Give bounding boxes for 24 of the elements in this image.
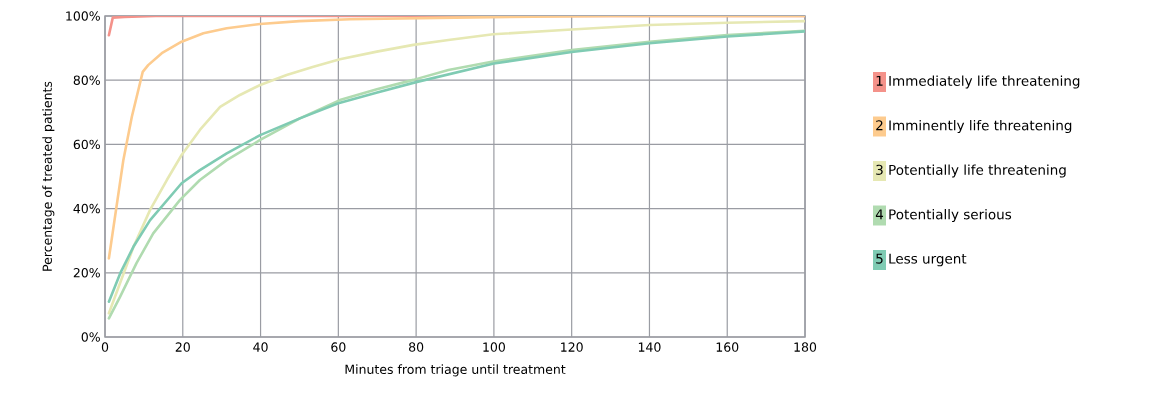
text: 4 Potentially serious: [875, 208, 1012, 223]
x-tick-label: 140: [638, 342, 661, 352]
y-axis-title: Percentage of treated patients: [42, 81, 55, 271]
x-tick-label: 80: [409, 342, 424, 352]
text: 5 Less urgent: [876, 253, 967, 267]
text: 2 Imminently life threatening: [876, 119, 1072, 134]
y-tick-label: 80%: [73, 75, 100, 85]
x-tick-label: 20: [175, 342, 190, 352]
y-tick-label: 40%: [73, 203, 100, 214]
x-tick-label: 180: [794, 342, 817, 352]
y-tick-label: 0%: [81, 332, 100, 342]
y-tick-label: 100%: [66, 11, 100, 21]
x-tick-label: 120: [561, 342, 583, 352]
x-tick-label: 60: [331, 342, 346, 352]
text: 3 Potentially life threatening: [876, 164, 1066, 178]
line-series: [107, 16, 806, 260]
y-tick-label: 20%: [73, 268, 100, 278]
x-tick-label: 100: [483, 342, 505, 352]
x-tick-label: 160: [716, 342, 739, 352]
y-tick-label: 60%: [73, 139, 100, 150]
x-axis-title: Minutes from triage until treatment: [345, 364, 566, 377]
x-tick-label: 40: [253, 342, 268, 352]
text: 1 Immediately life threatening: [876, 75, 1080, 89]
x-tick-label: 0: [101, 342, 109, 352]
